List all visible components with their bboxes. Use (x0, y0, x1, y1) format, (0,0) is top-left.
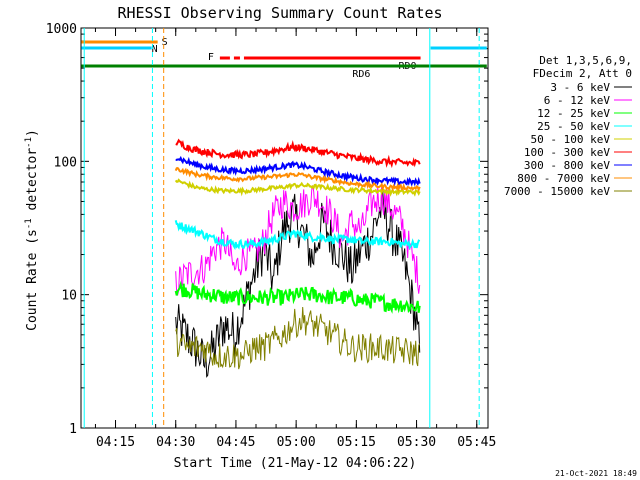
x-tick-label: 04:45 (216, 435, 255, 450)
legend-entry-label: 100 - 300 keV (524, 146, 610, 159)
y-tick-label: 100 (54, 155, 77, 170)
series-trace-5 (175, 138, 421, 169)
series-trace-6 (175, 155, 421, 187)
flag-rd6-label: RD6 (352, 69, 370, 80)
series-trace-1 (175, 185, 421, 296)
legend-entry-label: 3 - 6 keV (550, 81, 610, 94)
legend-entry-label: 800 - 7000 keV (517, 172, 610, 185)
series-trace-3 (174, 220, 421, 251)
x-tick-label: 04:15 (96, 435, 135, 450)
series-trace-7 (174, 167, 421, 193)
x-tick-label: 05:15 (337, 435, 376, 450)
x-tick-label: 04:30 (156, 435, 195, 450)
series-trace-4 (174, 178, 421, 197)
plot-frame (80, 27, 489, 429)
legend-entry-label: 300 - 800 keV (524, 159, 610, 172)
y-tick-label: 10 (61, 289, 77, 304)
chart-title: RHESSI Observing Summary Count Rates (117, 4, 442, 22)
x-axis-label: Start Time (21-May-12 04:06:22) (174, 456, 417, 471)
legend-entry-label: 25 - 50 keV (537, 120, 610, 133)
legend-entry-label: 7000 - 15000 keV (504, 185, 610, 198)
series-trace-2 (174, 280, 421, 314)
y-tick-label: 1 (69, 422, 77, 437)
x-tick-label: 05:30 (397, 435, 436, 450)
flag-f-label: F (208, 52, 214, 63)
x-tick-label: 05:45 (457, 435, 496, 450)
x-tick-label: 05:00 (277, 435, 316, 450)
flag-n-label: N (152, 44, 158, 55)
legend-header: FDecim 2, Att 0 (533, 67, 632, 80)
legend-header: Det 1,3,5,6,9, (539, 54, 632, 67)
legend-entry-label: 12 - 25 keV (537, 107, 610, 120)
legend-entry-label: 50 - 100 keV (531, 133, 611, 146)
y-axis-label: Count Rate (s-1 detector-1) (24, 129, 40, 331)
flag-s-label: S (162, 37, 168, 48)
y-tick-label: 1000 (46, 22, 77, 37)
series-trace-8 (175, 306, 421, 370)
legend-entry-label: 6 - 12 keV (544, 94, 611, 107)
timestamp: 21-Oct-2021 18:49 (555, 469, 637, 478)
